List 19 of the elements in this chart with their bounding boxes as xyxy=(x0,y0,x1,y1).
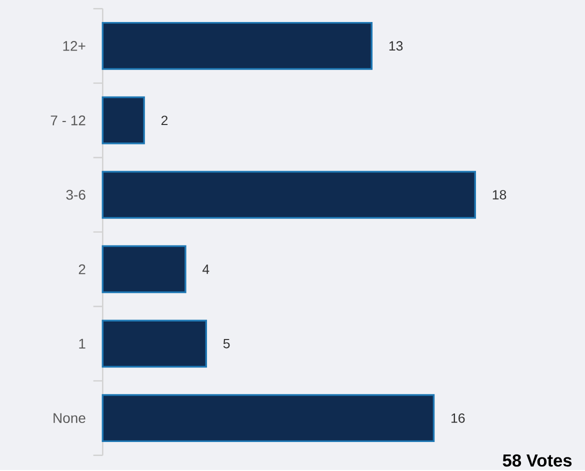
y-tick-label: 3-6 xyxy=(66,190,86,200)
text: 58 Votes xyxy=(502,454,572,467)
y-tick-label: 7 - 12 xyxy=(50,115,86,126)
bar xyxy=(102,170,476,219)
bar xyxy=(102,22,373,70)
y-tick-label: 2 xyxy=(78,264,86,274)
data-label: 18 xyxy=(492,190,506,200)
data-label: 4 xyxy=(202,264,210,274)
data-label: 16 xyxy=(451,413,465,423)
bar xyxy=(102,245,186,294)
bar xyxy=(102,96,145,144)
bar xyxy=(102,320,207,368)
data-label: 13 xyxy=(389,41,403,51)
data-label: 5 xyxy=(223,338,230,348)
bar xyxy=(102,394,435,442)
data-label: 2 xyxy=(161,116,168,125)
y-tick-label: None xyxy=(54,413,86,423)
y-tick-label: 1 xyxy=(79,338,86,348)
y-tick-label: 12+ xyxy=(63,40,86,51)
